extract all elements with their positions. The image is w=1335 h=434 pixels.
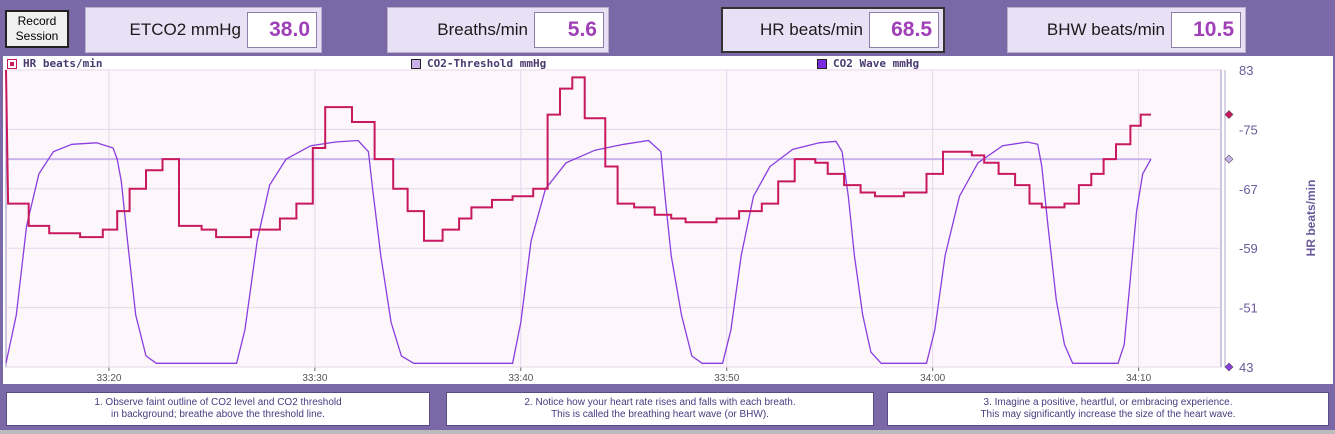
breaths-value: 5.6	[534, 12, 604, 48]
x-tick-label: 33:40	[508, 373, 533, 384]
y-tick-label: 83	[1239, 63, 1253, 78]
legend-threshold: CO2-Threshold mmHg	[411, 57, 546, 70]
metrics-toolbar: Record Session ETCO2 mmHg 38.0 Breaths/m…	[0, 0, 1335, 56]
instructions-footer: 1. Observe faint outline of CO2 level an…	[0, 384, 1335, 434]
breaths-metric: Breaths/min 5.6	[387, 7, 609, 53]
series-end-marker	[1224, 154, 1234, 164]
series-end-marker	[1224, 362, 1234, 372]
series-line-2	[5, 139, 1152, 364]
bottom-strip	[0, 430, 1335, 434]
instruction-note-2: 2. Notice how your heart rate rises and …	[446, 392, 874, 426]
etco2-value: 38.0	[247, 12, 317, 48]
series-end-marker	[1224, 110, 1234, 119]
etco2-label: ETCO2 mmHg	[129, 20, 241, 39]
x-tick-label: 34:00	[920, 373, 945, 384]
etco2-metric: ETCO2 mmHg 38.0	[85, 7, 322, 53]
legend-hr-label: HR beats/min	[23, 57, 103, 70]
hr-label: HR beats/min	[760, 20, 863, 39]
y-tick-label: -51	[1239, 301, 1258, 316]
y-tick-label: -59	[1239, 241, 1258, 256]
legend-co2-label: CO2 Wave mmHg	[833, 57, 920, 70]
x-tick-label: 33:30	[302, 373, 327, 384]
y-tick-label: 43	[1239, 360, 1253, 375]
instruction-note-3: 3. Imagine a positive, heartful, or embr…	[887, 392, 1329, 426]
record-session-button[interactable]: Record Session	[5, 10, 69, 48]
legend-co2-swatch	[817, 58, 827, 69]
bhw-value: 10.5	[1171, 12, 1241, 48]
hr-metric: HR beats/min 68.5	[721, 7, 945, 53]
x-tick-label: 33:20	[96, 373, 121, 384]
chart-panel: HR beats/min CO2-Threshold mmHg CO2 Wave…	[3, 56, 1333, 384]
y-axis-title: HR beats/min	[1304, 180, 1318, 257]
instruction-note-1: 1. Observe faint outline of CO2 level an…	[6, 392, 430, 426]
bhw-metric: BHW beats/min 10.5	[1007, 7, 1246, 53]
hr-value: 68.5	[869, 12, 939, 48]
legend-threshold-swatch	[411, 58, 421, 69]
x-tick-label: 33:50	[714, 373, 739, 384]
hr-co2-chart: 33:20 33:30 33:40 33:50 34:00 34:10 83 -75 -67 -5…	[5, 63, 1318, 384]
legend-threshold-label: CO2-Threshold mmHg	[427, 57, 547, 70]
y-tick-label: -67	[1239, 182, 1258, 197]
x-tick-label: 34:10	[1126, 373, 1151, 384]
legend-hr-swatch	[7, 58, 17, 69]
breaths-label: Breaths/min	[437, 20, 528, 39]
series-line-0	[5, 69, 1151, 242]
y-tick-label: -75	[1239, 122, 1258, 137]
bhw-label: BHW beats/min	[1046, 20, 1165, 39]
legend-co2: CO2 Wave mmHg	[817, 57, 919, 70]
legend-hr: HR beats/min	[7, 57, 102, 70]
plot-area	[5, 69, 1222, 368]
